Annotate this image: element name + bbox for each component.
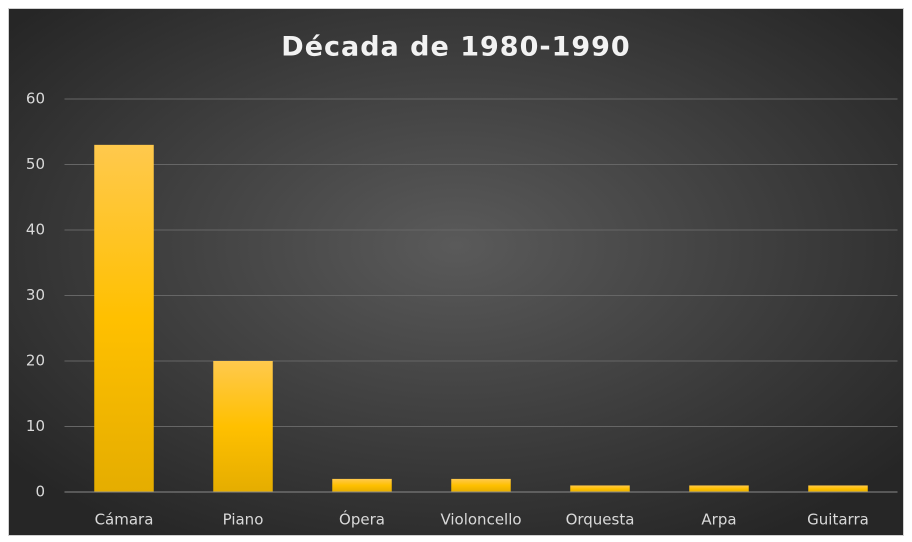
y-tick-label: 60: [26, 90, 45, 108]
bar: [213, 361, 273, 492]
y-tick-label: 40: [26, 221, 45, 239]
bar: [332, 478, 392, 492]
bar: [808, 485, 868, 492]
x-tick-label: Guitarra: [807, 511, 869, 529]
x-tick-label: Orquesta: [566, 511, 635, 529]
bar: [689, 485, 749, 492]
chart-title: Década de 1980-1990: [281, 32, 630, 63]
y-tick-label: 30: [26, 286, 45, 304]
x-tick-label: Piano: [223, 511, 264, 529]
y-tick-label: 20: [26, 352, 45, 370]
bar: [451, 478, 511, 492]
x-tick-label: Ópera: [339, 510, 385, 529]
chart-background: [8, 8, 904, 536]
x-tick-label: Violoncello: [440, 511, 521, 529]
x-tick-label: Arpa: [701, 511, 736, 529]
y-tick-label: 0: [35, 483, 45, 501]
bar: [570, 485, 630, 492]
bar: [94, 144, 154, 492]
y-tick-label: 50: [26, 155, 45, 173]
x-tick-label: Cámara: [95, 511, 154, 529]
y-tick-label: 10: [26, 417, 45, 435]
